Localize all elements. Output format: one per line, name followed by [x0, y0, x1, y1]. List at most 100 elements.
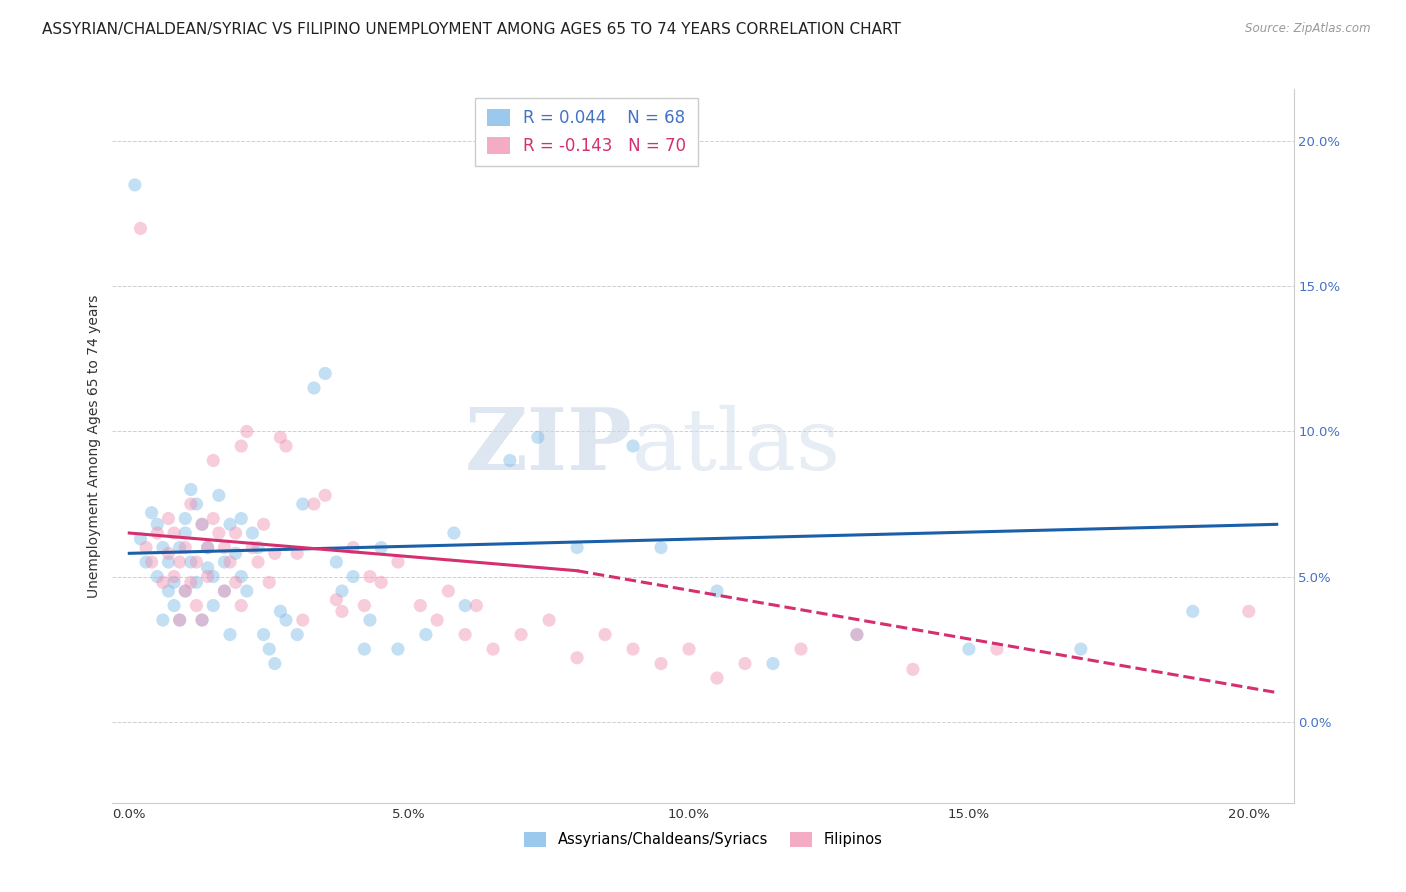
Point — [191, 517, 214, 532]
Point — [219, 555, 242, 569]
Point — [510, 627, 533, 641]
Point — [191, 613, 214, 627]
Point — [231, 569, 253, 583]
Point — [370, 575, 392, 590]
Point — [219, 627, 242, 641]
Point — [252, 627, 274, 641]
Point — [387, 642, 409, 657]
Point — [225, 526, 247, 541]
Point — [678, 642, 700, 657]
Point — [124, 178, 146, 192]
Point — [247, 555, 270, 569]
Point — [180, 555, 202, 569]
Point — [845, 627, 868, 641]
Point — [129, 221, 152, 235]
Point — [174, 511, 197, 525]
Point — [146, 517, 169, 532]
Point — [370, 541, 392, 555]
Point — [214, 541, 236, 555]
Point — [214, 584, 236, 599]
Point — [330, 604, 353, 618]
Point — [409, 599, 432, 613]
Point — [157, 555, 180, 569]
Point — [214, 555, 236, 569]
Point — [314, 488, 336, 502]
Point — [342, 569, 364, 583]
Point — [454, 627, 477, 641]
Point — [465, 599, 488, 613]
Point — [169, 555, 191, 569]
Point — [274, 439, 297, 453]
Point — [231, 599, 253, 613]
Point — [152, 541, 174, 555]
Point — [186, 599, 208, 613]
Point — [169, 613, 191, 627]
Point — [236, 425, 259, 439]
Point — [236, 584, 259, 599]
Point — [180, 575, 202, 590]
Point — [202, 569, 225, 583]
Point — [359, 569, 381, 583]
Point — [174, 526, 197, 541]
Point — [208, 526, 231, 541]
Point — [263, 546, 285, 560]
Point — [353, 642, 375, 657]
Point — [163, 575, 186, 590]
Point — [141, 555, 163, 569]
Point — [291, 613, 314, 627]
Point — [437, 584, 460, 599]
Point — [650, 657, 672, 671]
Point — [135, 541, 157, 555]
Point — [342, 541, 364, 555]
Point — [706, 584, 728, 599]
Point — [285, 627, 308, 641]
Point — [565, 541, 588, 555]
Point — [387, 555, 409, 569]
Point — [263, 657, 285, 671]
Point — [762, 657, 785, 671]
Point — [157, 546, 180, 560]
Y-axis label: Unemployment Among Ages 65 to 74 years: Unemployment Among Ages 65 to 74 years — [87, 294, 101, 598]
Point — [146, 526, 169, 541]
Point — [1070, 642, 1092, 657]
Point — [231, 439, 253, 453]
Text: ASSYRIAN/CHALDEAN/SYRIAC VS FILIPINO UNEMPLOYMENT AMONG AGES 65 TO 74 YEARS CORR: ASSYRIAN/CHALDEAN/SYRIAC VS FILIPINO UNE… — [42, 22, 901, 37]
Point — [186, 497, 208, 511]
Point — [527, 430, 550, 444]
Point — [790, 642, 813, 657]
Point — [157, 511, 180, 525]
Point — [330, 584, 353, 599]
Point — [426, 613, 449, 627]
Point — [197, 569, 219, 583]
Point — [706, 671, 728, 685]
Point — [180, 483, 202, 497]
Point — [257, 575, 280, 590]
Point — [152, 613, 174, 627]
Point — [191, 517, 214, 532]
Point — [169, 613, 191, 627]
Legend: Assyrians/Chaldeans/Syriacs, Filipinos: Assyrians/Chaldeans/Syriacs, Filipinos — [515, 823, 891, 856]
Point — [443, 526, 465, 541]
Point — [146, 569, 169, 583]
Point — [202, 599, 225, 613]
Point — [191, 613, 214, 627]
Point — [650, 541, 672, 555]
Point — [202, 511, 225, 525]
Point — [957, 642, 980, 657]
Point — [314, 367, 336, 381]
Point — [208, 488, 231, 502]
Point — [163, 569, 186, 583]
Point — [986, 642, 1008, 657]
Point — [325, 592, 347, 607]
Point — [291, 497, 314, 511]
Point — [252, 517, 274, 532]
Point — [734, 657, 756, 671]
Point — [499, 453, 522, 467]
Point — [163, 599, 186, 613]
Point — [901, 662, 924, 676]
Point — [565, 650, 588, 665]
Point — [302, 497, 325, 511]
Point — [197, 541, 219, 555]
Point — [325, 555, 347, 569]
Point — [174, 541, 197, 555]
